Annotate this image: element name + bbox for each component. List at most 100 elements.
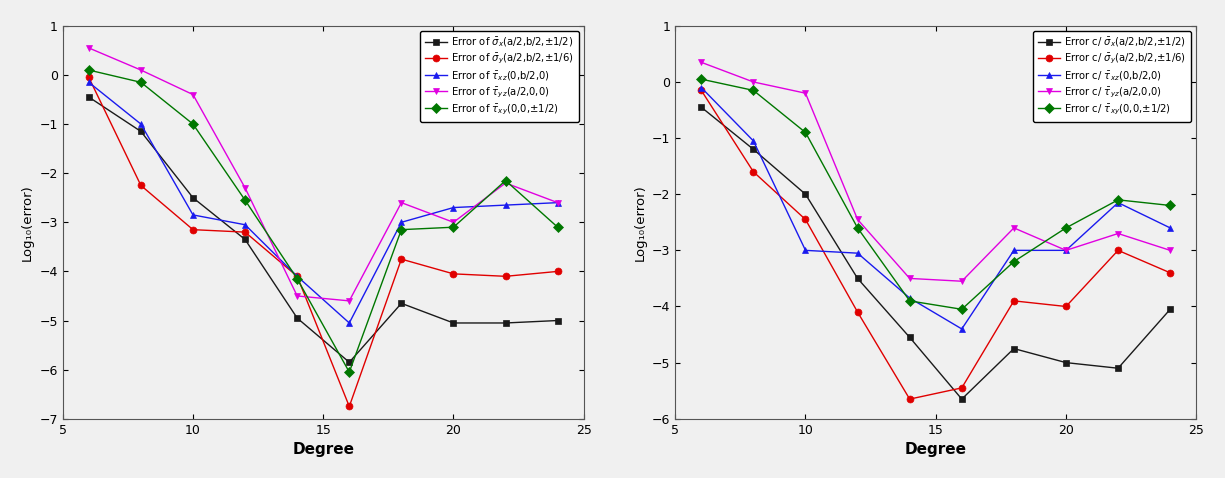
Error c/ $\bar{\tau}_{yz}$(a/2,0,0) [693,59,708,65]
Error c/ $\bar{\sigma}_x$(a/2,b/2,±1/2) [746,146,761,152]
Line: Error c/ $\bar{\sigma}_x$(a/2,b/2,±1/2): Error c/ $\bar{\sigma}_x$(a/2,b/2,±1/2) [698,104,1174,402]
Line: Error c/ $\bar{\tau}_{xz}$(0,b/2,0): Error c/ $\bar{\tau}_{xz}$(0,b/2,0) [698,84,1174,332]
Error c/ $\bar{\tau}_{xy}$(0,0,±1/2) [1058,225,1073,231]
Error of $\bar{\sigma}_y$(a/2,b/2,±1/6) [238,229,252,235]
Error of $\bar{\sigma}_y$(a/2,b/2,±1/6) [499,273,513,279]
Error c/ $\bar{\sigma}_x$(a/2,b/2,±1/2) [1058,360,1073,366]
Error c/ $\bar{\sigma}_x$(a/2,b/2,±1/2) [1163,306,1177,312]
Error c/ $\bar{\sigma}_x$(a/2,b/2,±1/2) [1007,346,1022,351]
Error c/ $\bar{\tau}_{xz}$(0,b/2,0) [693,85,708,90]
Legend: Error c/ $\bar{\sigma}_x$(a/2,b/2,±1/2), Error c/ $\bar{\sigma}_y$(a/2,b/2,±1/6): Error c/ $\bar{\sigma}_x$(a/2,b/2,±1/2),… [1034,31,1191,121]
Error of $\bar{\sigma}_x$(a/2,b/2,±1/2) [134,129,148,134]
Error of $\bar{\sigma}_x$(a/2,b/2,±1/2) [81,94,96,100]
Error c/ $\bar{\sigma}_x$(a/2,b/2,±1/2) [1111,365,1126,371]
Error of $\bar{\tau}_{yz}$(a/2,0,0) [446,219,461,225]
Error c/ $\bar{\sigma}_y$(a/2,b/2,±1/6) [746,169,761,174]
Error of $\bar{\sigma}_y$(a/2,b/2,±1/6) [290,273,305,279]
Error c/ $\bar{\sigma}_y$(a/2,b/2,±1/6) [1163,270,1177,276]
Line: Error of $\bar{\tau}_{yz}$(a/2,0,0): Error of $\bar{\tau}_{yz}$(a/2,0,0) [86,44,561,304]
Error c/ $\bar{\tau}_{yz}$(a/2,0,0) [1111,231,1126,237]
Error c/ $\bar{\sigma}_y$(a/2,b/2,±1/6) [1007,298,1022,304]
Error of $\bar{\tau}_{xz}$(0,b/2,0) [499,202,513,208]
Error c/ $\bar{\sigma}_y$(a/2,b/2,±1/6) [799,217,813,222]
Error of $\bar{\sigma}_x$(a/2,b/2,±1/2) [186,195,201,201]
Error c/ $\bar{\sigma}_y$(a/2,b/2,±1/6) [954,385,969,391]
Error of $\bar{\tau}_{yz}$(a/2,0,0) [238,185,252,191]
Error c/ $\bar{\sigma}_y$(a/2,b/2,±1/6) [1058,304,1073,309]
Error of $\bar{\tau}_{xy}$(0,0,±1/2) [134,79,148,85]
Error of $\bar{\tau}_{xz}$(0,b/2,0) [550,200,565,206]
Line: Error of $\bar{\tau}_{xy}$(0,0,±1/2): Error of $\bar{\tau}_{xy}$(0,0,±1/2) [86,66,561,376]
Error c/ $\bar{\tau}_{xy}$(0,0,±1/2) [1163,203,1177,208]
Error c/ $\bar{\tau}_{xy}$(0,0,±1/2) [1111,197,1126,203]
X-axis label: Degree: Degree [293,442,354,457]
Error c/ $\bar{\tau}_{xz}$(0,b/2,0) [1058,248,1073,253]
Error c/ $\bar{\sigma}_x$(a/2,b/2,±1/2) [799,191,813,197]
Error of $\bar{\tau}_{xz}$(0,b/2,0) [290,273,305,279]
Error of $\bar{\sigma}_x$(a/2,b/2,±1/2) [499,320,513,326]
Error c/ $\bar{\tau}_{xy}$(0,0,±1/2) [903,298,918,304]
Error of $\bar{\tau}_{xy}$(0,0,±1/2) [290,276,305,282]
Error c/ $\bar{\tau}_{yz}$(a/2,0,0) [1163,248,1177,253]
Error of $\bar{\tau}_{yz}$(a/2,0,0) [81,45,96,51]
Line: Error of $\bar{\tau}_{xz}$(0,b/2,0): Error of $\bar{\tau}_{xz}$(0,b/2,0) [86,79,561,326]
Error c/ $\bar{\tau}_{yz}$(a/2,0,0) [799,90,813,96]
Error c/ $\bar{\tau}_{yz}$(a/2,0,0) [850,217,865,222]
Error c/ $\bar{\sigma}_x$(a/2,b/2,±1/2) [850,275,865,281]
Error of $\bar{\tau}_{xz}$(0,b/2,0) [81,79,96,85]
Y-axis label: Log₁₀(error): Log₁₀(error) [633,184,647,261]
Error c/ $\bar{\tau}_{xy}$(0,0,±1/2) [954,306,969,312]
Line: Error c/ $\bar{\tau}_{xy}$(0,0,±1/2): Error c/ $\bar{\tau}_{xy}$(0,0,±1/2) [698,76,1174,313]
Error c/ $\bar{\tau}_{xz}$(0,b/2,0) [746,138,761,144]
Error of $\bar{\sigma}_y$(a/2,b/2,±1/6) [186,227,201,232]
Error of $\bar{\tau}_{xy}$(0,0,±1/2) [238,197,252,203]
Error c/ $\bar{\sigma}_x$(a/2,b/2,±1/2) [954,396,969,402]
Error c/ $\bar{\tau}_{xz}$(0,b/2,0) [1007,248,1022,253]
Error c/ $\bar{\tau}_{xz}$(0,b/2,0) [1163,225,1177,231]
Error of $\bar{\tau}_{yz}$(a/2,0,0) [342,298,356,304]
Error c/ $\bar{\tau}_{xy}$(0,0,±1/2) [850,225,865,231]
Line: Error of $\bar{\sigma}_x$(a/2,b/2,±1/2): Error of $\bar{\sigma}_x$(a/2,b/2,±1/2) [86,94,561,366]
Error c/ $\bar{\sigma}_x$(a/2,b/2,±1/2) [903,335,918,340]
Line: Error of $\bar{\sigma}_y$(a/2,b/2,±1/6): Error of $\bar{\sigma}_y$(a/2,b/2,±1/6) [86,74,561,410]
Error c/ $\bar{\tau}_{yz}$(a/2,0,0) [746,79,761,85]
Error of $\bar{\tau}_{xy}$(0,0,±1/2) [81,67,96,73]
Error of $\bar{\sigma}_x$(a/2,b/2,±1/2) [394,301,409,306]
Error of $\bar{\tau}_{xz}$(0,b/2,0) [394,219,409,225]
Error of $\bar{\tau}_{xy}$(0,0,±1/2) [550,224,565,230]
Error c/ $\bar{\tau}_{xz}$(0,b/2,0) [850,250,865,256]
Error of $\bar{\tau}_{xz}$(0,b/2,0) [238,222,252,228]
Error c/ $\bar{\tau}_{xz}$(0,b/2,0) [903,295,918,301]
Error c/ $\bar{\tau}_{xz}$(0,b/2,0) [799,248,813,253]
Line: Error c/ $\bar{\tau}_{yz}$(a/2,0,0): Error c/ $\bar{\tau}_{yz}$(a/2,0,0) [698,59,1174,285]
Error of $\bar{\sigma}_y$(a/2,b/2,±1/6) [134,183,148,188]
Error of $\bar{\tau}_{xy}$(0,0,±1/2) [446,224,461,230]
Error c/ $\bar{\tau}_{xy}$(0,0,±1/2) [799,130,813,135]
Error of $\bar{\sigma}_y$(a/2,b/2,±1/6) [446,271,461,277]
Error of $\bar{\tau}_{xz}$(0,b/2,0) [134,121,148,127]
Error c/ $\bar{\tau}_{xz}$(0,b/2,0) [954,326,969,332]
Error c/ $\bar{\tau}_{xy}$(0,0,±1/2) [1007,259,1022,264]
Error of $\bar{\sigma}_x$(a/2,b/2,±1/2) [238,237,252,242]
Error of $\bar{\tau}_{xz}$(0,b/2,0) [186,212,201,218]
Error c/ $\bar{\tau}_{xy}$(0,0,±1/2) [693,76,708,82]
Y-axis label: Log₁₀(error): Log₁₀(error) [21,184,34,261]
Line: Error c/ $\bar{\sigma}_y$(a/2,b/2,±1/6): Error c/ $\bar{\sigma}_y$(a/2,b/2,±1/6) [698,87,1174,402]
Error of $\bar{\sigma}_x$(a/2,b/2,±1/2) [446,320,461,326]
Error of $\bar{\sigma}_y$(a/2,b/2,±1/6) [81,75,96,80]
Error of $\bar{\tau}_{yz}$(a/2,0,0) [290,293,305,299]
Legend: Error of $\bar{\sigma}_x$(a/2,b/2,±1/2), Error of $\bar{\sigma}_y$(a/2,b/2,±1/6): Error of $\bar{\sigma}_x$(a/2,b/2,±1/2),… [420,31,578,121]
Error of $\bar{\tau}_{yz}$(a/2,0,0) [499,180,513,186]
Error of $\bar{\sigma}_y$(a/2,b/2,±1/6) [394,256,409,262]
Error of $\bar{\tau}_{xz}$(0,b/2,0) [446,205,461,210]
Error of $\bar{\tau}_{yz}$(a/2,0,0) [186,92,201,98]
Error c/ $\bar{\tau}_{yz}$(a/2,0,0) [903,275,918,281]
Error c/ $\bar{\sigma}_x$(a/2,b/2,±1/2) [693,104,708,110]
Error of $\bar{\tau}_{xy}$(0,0,±1/2) [342,369,356,375]
Error c/ $\bar{\tau}_{xz}$(0,b/2,0) [1111,200,1126,206]
Error c/ $\bar{\sigma}_y$(a/2,b/2,±1/6) [903,396,918,402]
Error c/ $\bar{\tau}_{yz}$(a/2,0,0) [954,278,969,284]
Error of $\bar{\tau}_{yz}$(a/2,0,0) [550,200,565,206]
Error of $\bar{\sigma}_x$(a/2,b/2,±1/2) [550,318,565,324]
Error of $\bar{\tau}_{xy}$(0,0,±1/2) [499,178,513,184]
